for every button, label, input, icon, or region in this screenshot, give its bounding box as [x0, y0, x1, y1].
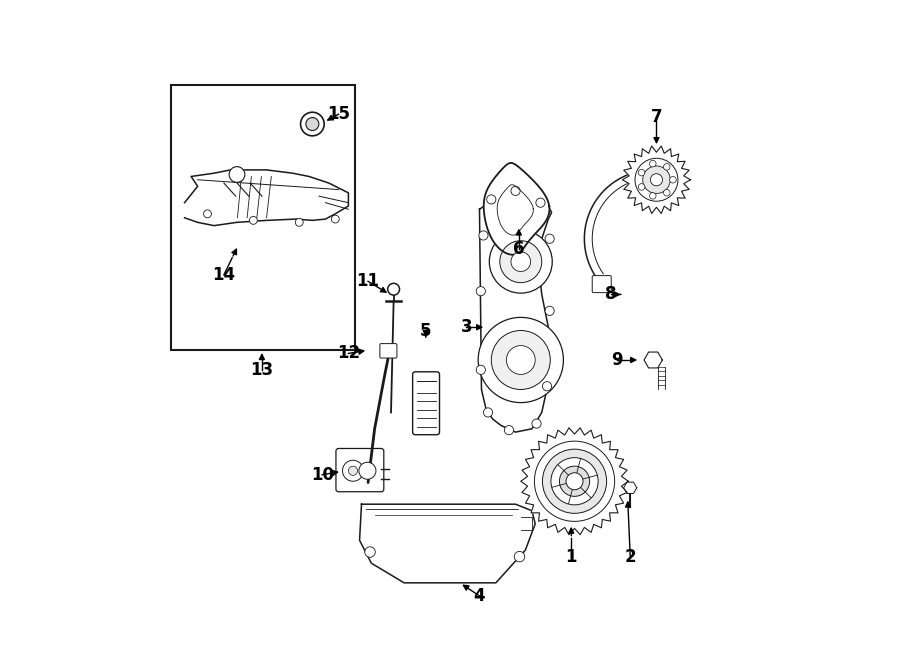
Circle shape: [551, 457, 598, 505]
Circle shape: [663, 163, 670, 170]
Polygon shape: [184, 170, 348, 225]
FancyBboxPatch shape: [592, 276, 611, 293]
Circle shape: [388, 284, 400, 295]
Text: 10: 10: [310, 466, 334, 484]
Circle shape: [306, 118, 319, 130]
Text: 6: 6: [513, 239, 525, 258]
Circle shape: [478, 317, 563, 403]
Text: 7: 7: [651, 108, 662, 126]
Polygon shape: [624, 482, 637, 494]
Text: 4: 4: [473, 587, 485, 605]
Polygon shape: [497, 184, 534, 235]
Circle shape: [535, 441, 615, 522]
Text: 14: 14: [212, 266, 236, 284]
Polygon shape: [359, 504, 536, 583]
Circle shape: [511, 252, 531, 272]
Circle shape: [663, 190, 670, 196]
Circle shape: [230, 167, 245, 182]
Bar: [171, 85, 355, 350]
Circle shape: [650, 192, 656, 199]
Text: 3: 3: [461, 318, 472, 336]
Circle shape: [359, 462, 376, 479]
Polygon shape: [623, 146, 690, 214]
Circle shape: [545, 234, 554, 243]
Text: 15: 15: [327, 105, 350, 123]
Circle shape: [295, 218, 303, 226]
Text: 5: 5: [420, 321, 431, 340]
Circle shape: [638, 184, 645, 190]
Circle shape: [543, 449, 607, 514]
Circle shape: [301, 112, 324, 136]
Circle shape: [536, 198, 545, 208]
Circle shape: [504, 426, 514, 435]
Circle shape: [500, 241, 542, 283]
Circle shape: [643, 166, 670, 194]
Circle shape: [476, 366, 485, 374]
Polygon shape: [483, 163, 550, 254]
Circle shape: [651, 174, 662, 186]
Text: 11: 11: [356, 272, 380, 290]
Circle shape: [635, 158, 678, 201]
Text: 1: 1: [565, 547, 577, 566]
Text: 12: 12: [337, 344, 360, 362]
FancyBboxPatch shape: [412, 371, 439, 435]
Text: 8: 8: [605, 286, 617, 303]
Circle shape: [476, 287, 485, 295]
Circle shape: [343, 460, 364, 481]
Circle shape: [532, 419, 541, 428]
Polygon shape: [480, 190, 552, 432]
Circle shape: [650, 161, 656, 167]
Circle shape: [507, 346, 536, 374]
Text: 13: 13: [250, 361, 274, 379]
Circle shape: [479, 231, 488, 240]
Circle shape: [249, 216, 257, 224]
FancyBboxPatch shape: [336, 448, 383, 492]
Circle shape: [638, 169, 645, 176]
Polygon shape: [521, 428, 628, 535]
Circle shape: [491, 330, 550, 389]
Circle shape: [670, 176, 676, 183]
Circle shape: [331, 215, 339, 223]
Circle shape: [560, 466, 590, 496]
Circle shape: [514, 551, 525, 562]
Text: 9: 9: [611, 351, 623, 369]
Polygon shape: [644, 352, 662, 368]
Circle shape: [566, 473, 583, 490]
Circle shape: [543, 381, 552, 391]
Circle shape: [487, 195, 496, 204]
Circle shape: [483, 408, 492, 417]
Circle shape: [511, 186, 520, 196]
Polygon shape: [584, 173, 637, 278]
Circle shape: [203, 210, 212, 217]
Circle shape: [348, 466, 357, 475]
FancyBboxPatch shape: [380, 344, 397, 358]
Circle shape: [545, 306, 554, 315]
Circle shape: [364, 547, 375, 557]
Circle shape: [634, 164, 643, 175]
Circle shape: [490, 230, 553, 293]
Text: 2: 2: [625, 547, 636, 566]
